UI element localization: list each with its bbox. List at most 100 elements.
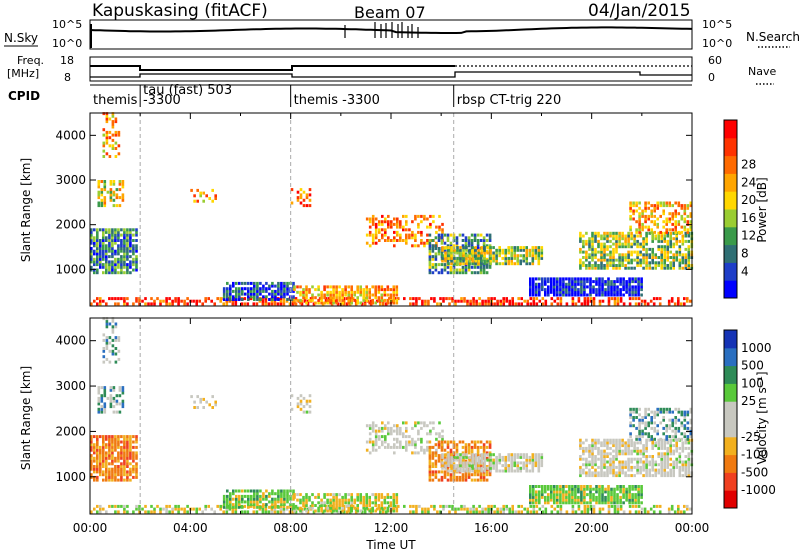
velocity-cell: [666, 446, 669, 450]
power-cell: [645, 264, 648, 267]
velocity-cell: [226, 497, 229, 501]
power-cell: [430, 297, 433, 301]
power-cell: [109, 190, 113, 194]
power-cell: [235, 292, 238, 296]
power-cell: [156, 297, 159, 301]
velocity-cell: [627, 452, 630, 456]
velocity-cell: [415, 504, 418, 508]
velocity-cell: [663, 438, 666, 442]
power-cell: [613, 280, 616, 284]
velocity-cell: [235, 497, 238, 501]
velocity-cell: [341, 509, 344, 513]
power-cell: [579, 266, 582, 270]
power-cell: [93, 249, 96, 253]
power-cell: [350, 293, 353, 297]
velocity-cell: [211, 406, 214, 409]
velocity-cell: [441, 464, 444, 468]
velocity-cell: [655, 504, 659, 508]
power-cell: [600, 237, 603, 241]
velocity-cell: [338, 498, 341, 502]
power-cell: [121, 196, 125, 200]
colorbar-segment: [724, 173, 737, 192]
power-cell: [565, 285, 568, 289]
power-cell: [99, 247, 102, 250]
power-cell: [383, 288, 387, 292]
velocity-cell: [583, 490, 586, 494]
power-cell: [449, 268, 453, 272]
velocity-cell: [541, 495, 544, 499]
velocity-cell: [642, 444, 645, 448]
power-cell: [390, 220, 393, 224]
power-cell: [303, 299, 307, 303]
velocity-cell: [687, 471, 691, 475]
power-cell: [126, 228, 129, 232]
power-cell: [414, 214, 417, 218]
power-cell: [395, 290, 399, 294]
velocity-cell: [440, 445, 444, 449]
velocity-cell: [659, 410, 662, 414]
velocity-cell: [659, 407, 662, 411]
velocity-cell: [259, 505, 262, 509]
power-cell: [447, 254, 450, 258]
velocity-cell: [286, 492, 289, 496]
power-cell: [371, 233, 375, 237]
power-cell: [465, 254, 468, 258]
velocity-cell: [96, 467, 99, 471]
velocity-cell: [378, 437, 381, 441]
velocity-cell: [117, 435, 120, 439]
power-cell: [636, 264, 639, 267]
power-cell: [657, 237, 660, 241]
velocity-cell: [219, 504, 222, 508]
power-cell: [537, 246, 541, 250]
velocity-cell: [490, 504, 493, 508]
velocity-cell: [171, 510, 174, 514]
velocity-cell: [643, 507, 647, 511]
velocity-cell: [562, 501, 565, 505]
velocity-cell: [114, 448, 117, 452]
power-cell: [93, 239, 96, 242]
power-cell: [297, 299, 301, 303]
velocity-cell: [507, 469, 510, 473]
power-cell: [306, 302, 310, 306]
power-cell: [455, 244, 459, 248]
velocity-cell: [495, 466, 498, 470]
power-cell: [498, 246, 501, 250]
velocity-cell: [380, 506, 384, 510]
velocity-cell: [380, 504, 384, 507]
power-cell: [359, 301, 362, 305]
velocity-cell: [431, 456, 435, 460]
velocity-cell: [102, 478, 105, 482]
power-cell: [455, 271, 459, 275]
velocity-cell: [114, 435, 117, 439]
velocity-cell: [402, 432, 405, 436]
power-cell: [250, 281, 253, 285]
power-cell: [270, 302, 274, 306]
velocity-cell: [483, 455, 486, 459]
velocity-cell: [477, 461, 480, 465]
power-cell: [597, 245, 600, 249]
velocity-cell: [597, 449, 600, 453]
velocity-cell: [112, 386, 116, 390]
power-cell: [519, 254, 522, 258]
velocity-cell: [280, 494, 283, 498]
velocity-cell: [459, 458, 462, 462]
velocity-cell: [162, 507, 165, 511]
power-cell: [302, 290, 305, 294]
power-cell: [226, 295, 229, 299]
power-cell: [493, 302, 496, 306]
power-cell: [638, 217, 641, 221]
power-cell: [562, 290, 565, 294]
power-cell: [534, 246, 538, 250]
velocity-cell: [451, 504, 454, 508]
velocity-cell: [256, 505, 259, 509]
power-cell: [454, 302, 457, 306]
velocity-cell: [96, 451, 99, 455]
power-cell: [114, 297, 117, 301]
velocity-cell: [177, 504, 180, 508]
velocity-cell: [601, 487, 604, 491]
velocity-cell: [624, 471, 627, 475]
velocity-cell: [105, 344, 109, 348]
velocity-cell: [467, 451, 471, 455]
velocity-cell: [553, 495, 556, 499]
velocity-cell: [680, 432, 684, 436]
